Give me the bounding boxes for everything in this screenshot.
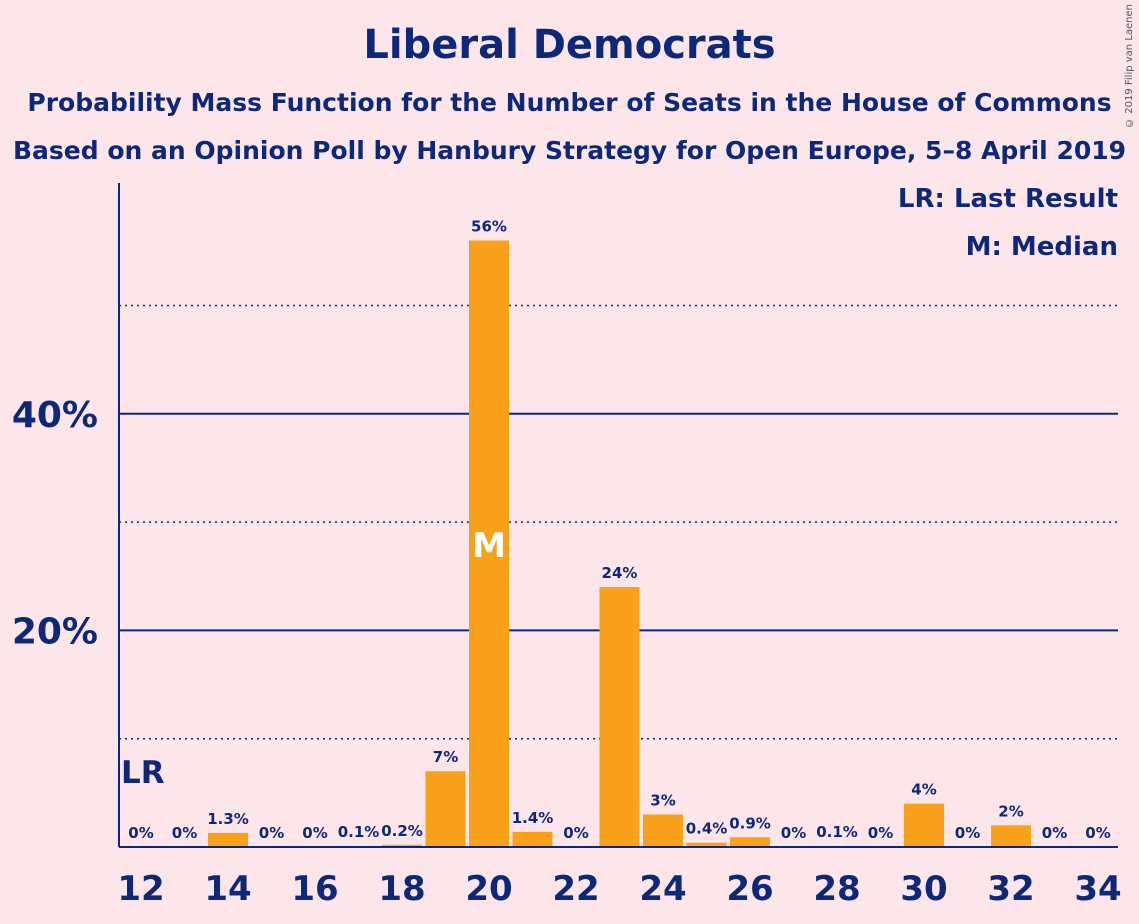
x-tick-label: 14	[204, 869, 251, 909]
chart-subtitle: Probability Mass Function for the Number…	[27, 88, 1112, 117]
median-marker: M	[472, 526, 506, 566]
x-tick-label: 16	[291, 869, 338, 909]
x-tick-label: 26	[726, 869, 773, 909]
bar-value-label: 3%	[650, 792, 675, 810]
x-tick-label: 22	[552, 869, 599, 909]
bar-value-label: 0%	[259, 824, 284, 842]
bar-14	[208, 832, 248, 847]
chart-title: Liberal Democrats	[363, 22, 776, 68]
x-tick-label: 30	[900, 869, 947, 909]
bar-value-label: 7%	[433, 748, 458, 766]
bar-value-label: 0%	[1042, 824, 1067, 842]
bar-value-label: 24%	[602, 564, 638, 582]
bar-value-label: 0%	[302, 824, 327, 842]
bar-value-label: 1.4%	[512, 809, 554, 827]
chart-subtitle-poll: Based on an Opinion Poll by Hanbury Stra…	[12, 136, 1127, 165]
last-result-marker: LR	[121, 755, 165, 791]
bar-30	[904, 803, 944, 847]
x-tick-label: 18	[378, 869, 425, 909]
bar-26	[730, 837, 770, 847]
bar-21	[512, 831, 553, 847]
bar-value-label: 0%	[172, 824, 197, 842]
legend-median: M: Median	[965, 232, 1118, 262]
bar-25	[686, 842, 727, 847]
bar-value-label: 0.9%	[729, 814, 771, 832]
bar-value-label: 0%	[955, 824, 980, 842]
bar-value-label: 4%	[911, 781, 936, 799]
bar-value-label: 0.2%	[381, 822, 423, 840]
x-tick-label: 32	[987, 869, 1034, 909]
x-tick-label: 34	[1074, 869, 1121, 909]
bar-value-label: 0%	[128, 824, 153, 842]
x-tick-label: 12	[117, 869, 164, 909]
bar-value-label: 0.1%	[338, 823, 380, 841]
x-tick-label: 28	[813, 869, 860, 909]
y-tick-label: 40%	[12, 395, 98, 436]
bar-18	[382, 844, 422, 847]
bar-value-label: 0%	[563, 824, 588, 842]
bar-value-label: 56%	[471, 218, 507, 236]
bar-20	[469, 240, 509, 847]
x-tick-label: 20	[465, 869, 512, 909]
bar-value-label: 1.3%	[207, 810, 249, 828]
bar-value-label: 0.4%	[686, 820, 728, 838]
legend-last-result: LR: Last Result	[897, 184, 1118, 214]
bar-value-label: 0.1%	[816, 823, 858, 841]
bar-23	[599, 587, 640, 847]
bar-value-label: 0%	[868, 824, 893, 842]
x-tick-label: 24	[639, 869, 686, 909]
bar-32	[991, 825, 1031, 847]
y-tick-label: 20%	[12, 611, 98, 652]
bar-19	[425, 771, 466, 847]
bar-value-label: 0%	[781, 824, 806, 842]
bar-value-label: 0%	[1085, 824, 1110, 842]
bar-value-label: 2%	[998, 802, 1023, 820]
bar-24	[643, 814, 683, 847]
